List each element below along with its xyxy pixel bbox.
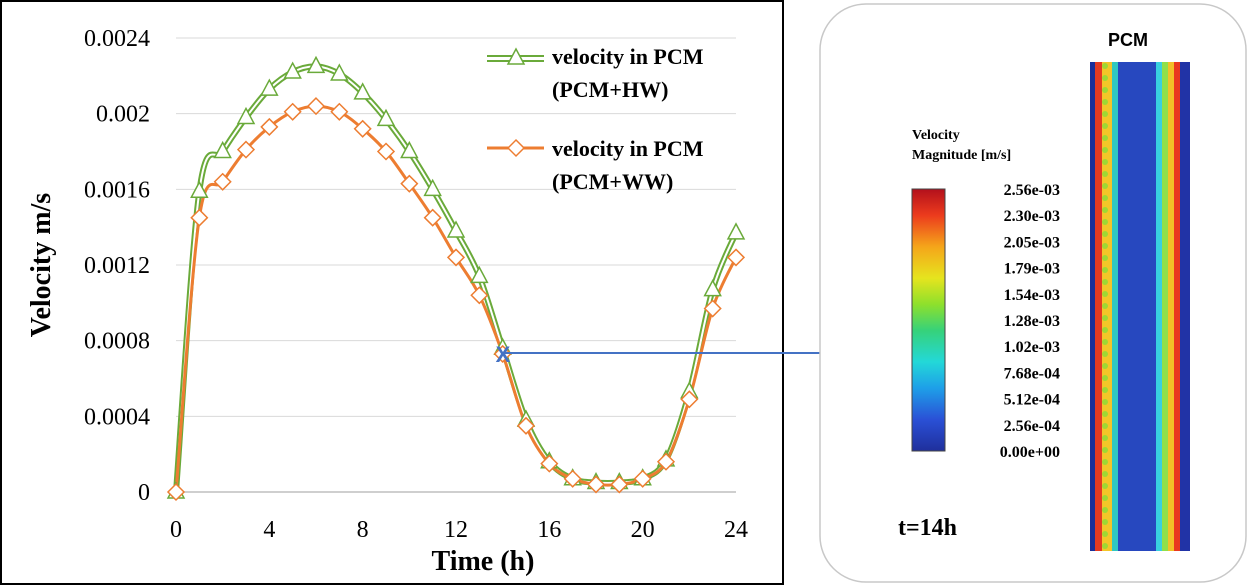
y-tick-label: 0.0004 [84,404,150,430]
x-tick-label: 4 [263,517,275,543]
data-point-ww [376,142,396,161]
y-tick-label: 0.0012 [84,253,150,279]
data-point-hw [306,55,326,74]
data-point-hw [213,140,232,159]
colorbar: Velocity Magnitude [m/s] 2.56e-03 2.30e-0… [911,128,1060,461]
data-point-ww [470,286,489,305]
colorbar-tick-label: 1.28e-03 [1004,313,1060,330]
data-point-ww [610,475,629,494]
data-point-ww [656,452,676,471]
gridlines [176,37,736,417]
data-point-ww [330,102,349,121]
data-point-hw [726,222,746,240]
data-point-ww [703,299,722,318]
legend-entry-hw: velocity in PCM (PCM+HW) [487,44,704,102]
velocity-contour: PCM t=14h [898,30,1190,551]
series-line-ww [174,104,738,493]
legend-label-hw-line2: (PCM+HW) [552,77,668,102]
x-tick-label: 20 [631,517,655,543]
x-axis-label: Time (h) [432,546,535,577]
series-markers [166,55,746,502]
data-point-hw [470,265,489,284]
data-point-ww [213,172,232,191]
data-point-ww [306,97,326,116]
colorbar-tick-label: 2.30e-03 [1004,208,1060,225]
colorbar-tick-label: 5.12e-04 [1004,392,1060,409]
data-point-ww [236,140,256,159]
data-point-ww [423,208,442,227]
colorbar-tick-labels: 2.56e-03 2.30e-03 2.05e-03 1.79e-03 1.54e-03… [1000,182,1060,461]
data-point-ww [586,475,606,494]
colorbar-title-line2: Magnitude [m/s] [912,148,1011,163]
y-tick-labels: 0 0.0004 0.0008 0.0012 0.0016 0.002 0.0024 [84,26,150,506]
series-lines [173,63,739,493]
data-point-hw [446,220,466,238]
data-point-hw [400,140,419,159]
colorbar-tick-label: 1.54e-03 [1004,287,1060,304]
colorbar-tick-label: 2.05e-03 [1004,234,1060,251]
data-point-ww [540,454,559,473]
data-point-ww [563,469,582,488]
y-tick-label: 0.0008 [84,329,150,355]
data-point-ww [353,119,372,138]
data-point-hw [283,61,302,79]
data-point-ww [516,416,536,435]
colorbar-tick-label: 2.56e-04 [1004,418,1060,435]
data-point-ww [400,174,419,193]
data-point-hw [190,180,209,198]
data-point-ww [190,208,209,227]
colorbar-title-line1: Velocity [912,128,960,143]
x-tick-label: 8 [357,517,369,543]
chart-frame [0,0,784,585]
y-axis-label: Velocity m/s [26,193,57,337]
data-point-ww [680,390,699,409]
colorbar-tick-label: 1.79e-03 [1004,261,1060,278]
data-point-ww [446,248,466,267]
line-chart: 0 0.0004 0.0008 0.0012 0.0016 0.002 0.0024 0 4 8… [84,26,748,543]
time-marker-annotation: X [496,342,862,367]
legend-entry-ww: velocity in PCM (PCM+WW) [487,136,704,194]
data-point-hw [376,108,396,127]
colorbar-tick-label: 7.68e-04 [1004,365,1060,382]
x-tick-label: 16 [537,517,561,543]
data-point-ww [493,344,512,363]
data-point-ww [283,102,302,121]
data-point-ww [166,482,186,502]
y-tick-label: 0.0024 [84,26,150,52]
legend: velocity in PCM (PCM+HW) velocity in PCM… [487,44,704,194]
legend-label-ww-line1: velocity in PCM [552,136,704,161]
time-label: t=14h [898,515,957,541]
data-point-ww [260,117,279,136]
data-point-hw [353,82,372,100]
data-point-hw [260,78,279,96]
legend-marker-diamond-icon [506,138,526,158]
x-tick-label: 0 [170,517,182,543]
x-tick-label: 24 [724,517,748,543]
data-point-hw [330,63,349,81]
data-point-hw [236,106,256,125]
legend-marker-triangle-icon [506,47,526,65]
legend-label-ww-line2: (PCM+WW) [552,169,673,194]
data-point-hw [423,178,442,197]
series-line-hw [173,63,739,493]
data-point-ww [633,469,652,488]
series-line-hw-inner [175,65,737,493]
contour-label: PCM [1108,30,1148,50]
data-point-hw [703,278,722,297]
x-tick-labels: 0 4 8 12 16 20 24 [170,517,748,543]
x-tick-label: 12 [444,517,468,543]
colorbar-tick-label: 1.02e-03 [1004,339,1060,356]
x-marker: X [496,342,511,367]
y-tick-label: 0.002 [96,102,150,128]
colorbar-tick-label: 0.00e+00 [1000,444,1060,461]
y-tick-label: 0.0016 [84,177,150,203]
colorbar-gradient [911,188,946,452]
legend-label-hw-line1: velocity in PCM [552,44,704,69]
colorbar-tick-label: 2.56e-03 [1004,182,1060,199]
y-tick-label: 0 [138,480,150,506]
data-point-ww [726,248,746,267]
